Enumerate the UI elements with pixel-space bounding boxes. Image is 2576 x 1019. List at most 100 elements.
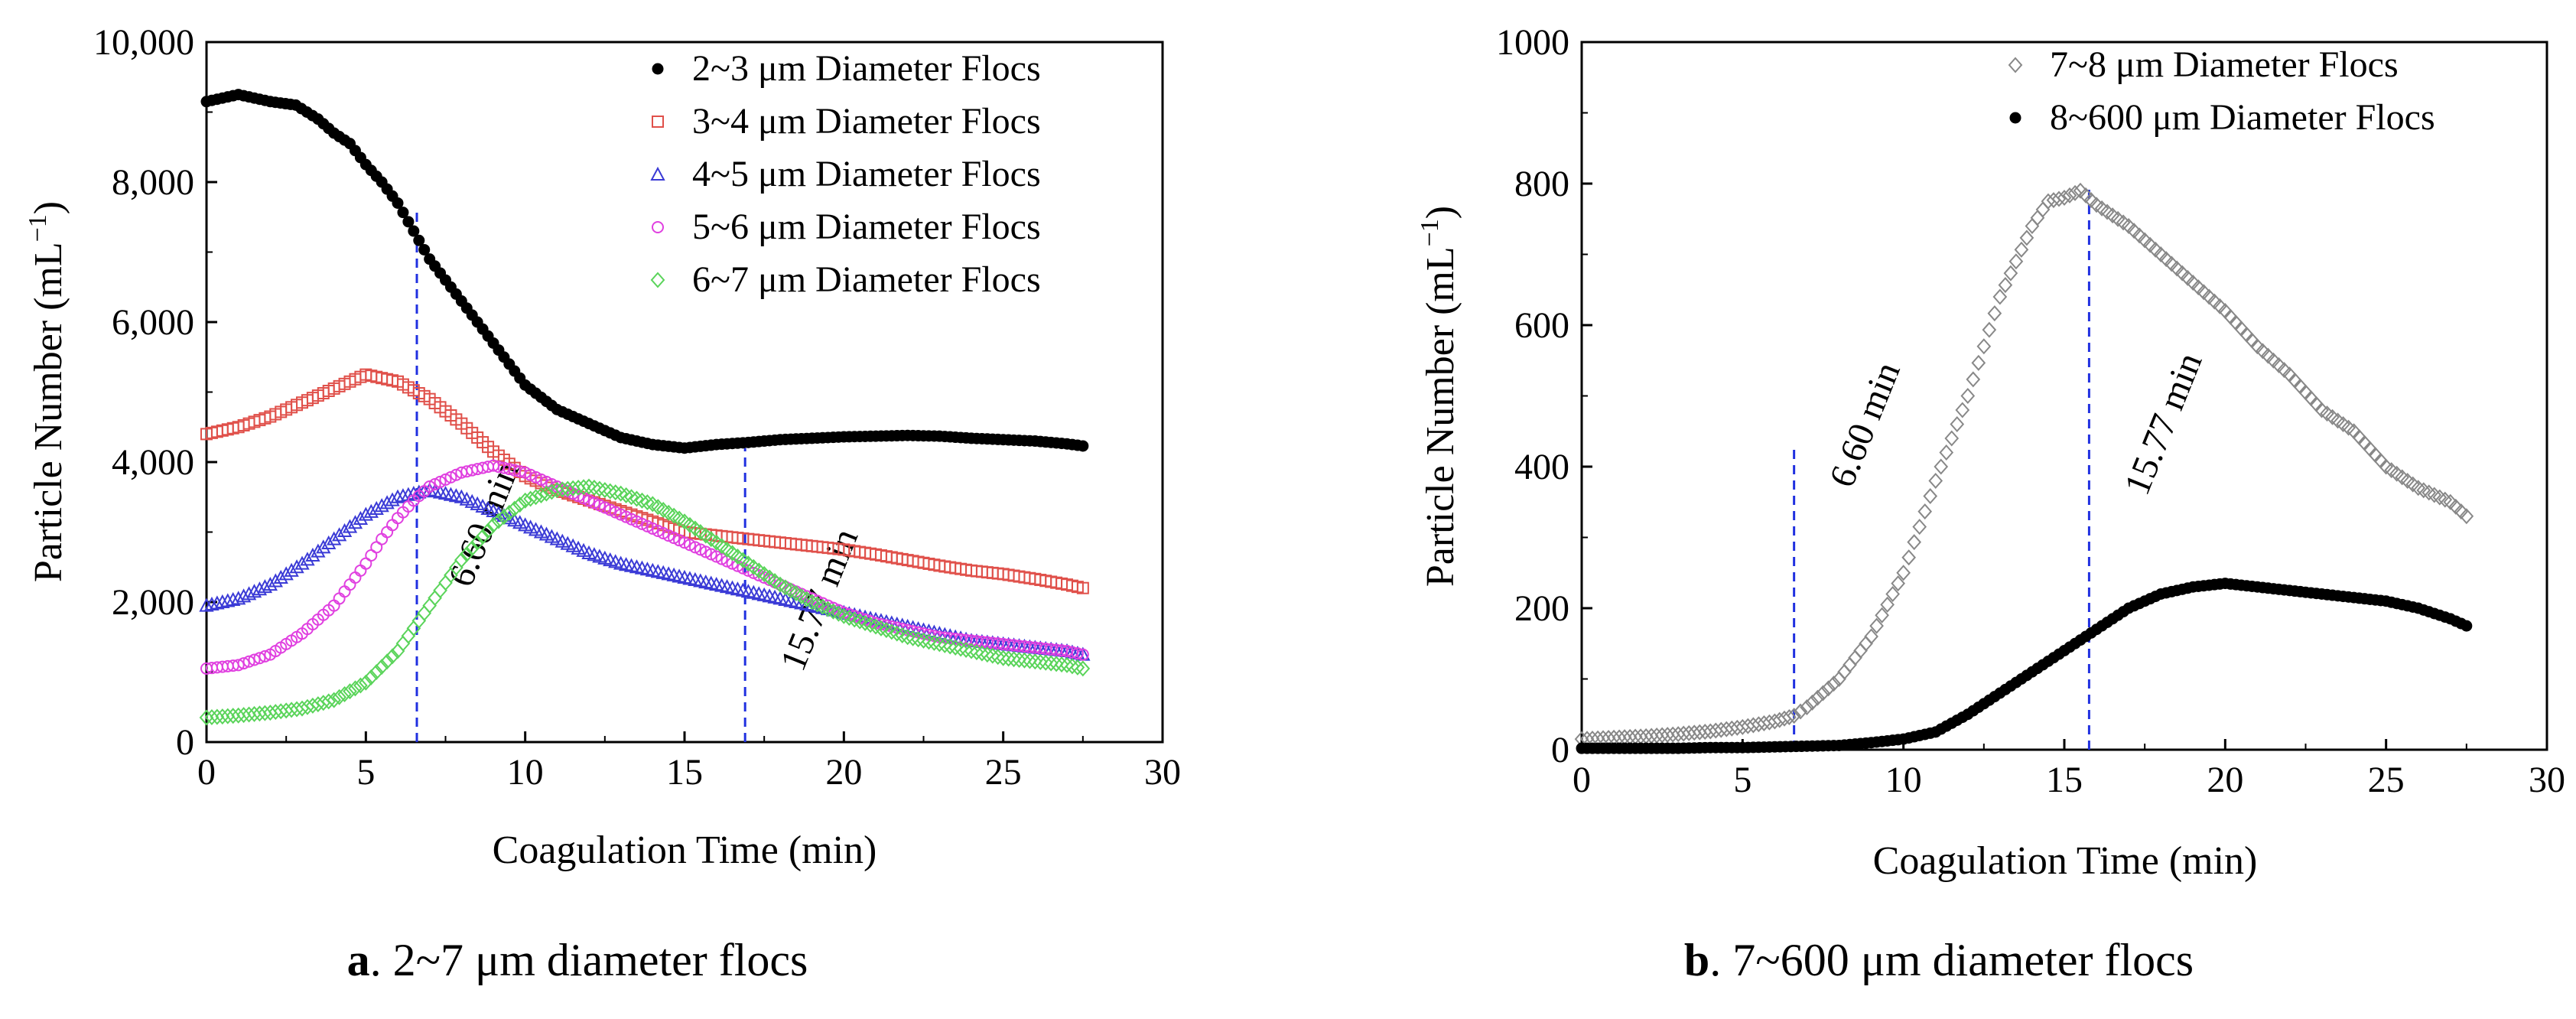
panel-a-series-4-point xyxy=(539,485,554,502)
panel-b-caption: b. 7~600 μm diameter flocs xyxy=(1684,935,2194,985)
panel-a-series-4-point xyxy=(422,597,437,614)
panel-a-series-2-point xyxy=(379,495,395,510)
panel-a-caption-letter: a xyxy=(347,935,370,985)
panel-b-series-0-point xyxy=(2126,223,2142,239)
panel-a-series-2-point xyxy=(273,569,288,584)
panel-b-series-0-point xyxy=(2083,192,2099,209)
panel-b-series-0-point xyxy=(1649,727,1664,744)
panel-b-series-0-point xyxy=(1859,635,1873,652)
panel-b-series-0-point xyxy=(1660,727,1675,744)
panel-a-series-3-point xyxy=(386,519,399,532)
panel-b-series-0-point xyxy=(2132,227,2147,244)
panel-a-series-4-point xyxy=(210,708,225,725)
panel-a-series-4-point xyxy=(969,644,984,661)
panel-a-series-4-point xyxy=(502,504,517,521)
panel-b-series-0-point xyxy=(1944,430,1960,447)
panel-b-series-0-point xyxy=(1843,656,1857,673)
panel-a-series-2-point xyxy=(210,595,225,610)
panel-a-series-4-point xyxy=(613,485,629,502)
panel-a-series-2-point xyxy=(395,488,411,503)
panel-b-marks xyxy=(1574,182,2474,754)
panel-a-series-2-point xyxy=(374,498,389,513)
panel-a-series-2-point xyxy=(385,492,400,506)
panel-a-series-2-point xyxy=(215,594,230,608)
panel-a-series-4-point xyxy=(581,478,597,495)
panel-a-series-4-point xyxy=(868,618,883,635)
panel-b-series-0-point xyxy=(1703,723,1718,740)
panel-a-series-4-point xyxy=(640,494,655,511)
panel-b-series-0-point xyxy=(2078,187,2093,203)
panel-a-series-3-point xyxy=(237,657,250,670)
panel-a-series-4-point xyxy=(491,513,506,529)
panel-b-x-tick-label: 0 xyxy=(1573,760,1591,800)
panel-b-series-0-point xyxy=(2051,190,2067,207)
panel-b-series-0-point xyxy=(2256,343,2270,360)
panel-a-series-4-point xyxy=(459,545,474,562)
panel-a-series-2-point xyxy=(311,543,326,558)
panel-b-series-0-point xyxy=(1912,519,1927,536)
panel-a-series-2-point xyxy=(326,531,342,545)
panel-a-series-2-point xyxy=(342,519,358,533)
panel-a-series-2-point xyxy=(236,588,252,603)
panel-b-x-tick-label: 10 xyxy=(1885,760,1922,800)
panel-b-legend-label: 7~8 μm Diameter Flocs xyxy=(2050,44,2399,85)
panel-a-series-2-point xyxy=(369,500,384,515)
panel-a-x-axis-label: Coagulation Time (min) xyxy=(493,829,877,872)
panel-a-series-4-point xyxy=(953,640,968,657)
panel-a-series-4-point xyxy=(433,582,447,599)
panel-a-series-4-point xyxy=(916,632,931,649)
panel-a-series-3-point xyxy=(513,465,526,478)
panel-a-series-3-point xyxy=(349,571,362,584)
panel-a-series-4-point xyxy=(836,607,851,624)
panel-a-series-4-point xyxy=(958,642,974,659)
panel-a-series-4-point xyxy=(1017,652,1032,669)
panel-a-series-4-point xyxy=(592,480,607,497)
panel-b-vline-label: 6.60 min xyxy=(1822,356,1908,493)
panel-b-series-0-point xyxy=(2003,265,2018,282)
panel-b-series-0-point xyxy=(1971,354,1986,371)
panel-a-series-4-point xyxy=(385,648,400,665)
panel-b-series-0-point xyxy=(1713,721,1729,738)
panel-a-caption: a. 2~7 μm diameter flocs xyxy=(347,935,808,985)
panel-b-series-0-point xyxy=(2014,241,2029,258)
panel-a-series-4-point xyxy=(204,709,220,726)
panel-a-y-axis-label-main: Particle Number (mL xyxy=(27,242,70,582)
panel-b-series-0-point xyxy=(1676,725,1691,742)
panel-a-x-tick-label: 10 xyxy=(507,752,544,793)
panel-b-series-0-point xyxy=(1853,642,1868,659)
panel-a-series-4-point xyxy=(470,534,485,551)
panel-a-x-tick-label: 25 xyxy=(985,752,1022,793)
panel-b-series-0-point xyxy=(1848,649,1862,666)
panel-a-series-4-point xyxy=(565,480,581,496)
panel-a-series-4-point xyxy=(852,613,867,630)
panel-b-series-0-point xyxy=(2067,184,2083,201)
panel-b-series-0-point xyxy=(2191,279,2206,296)
panel-b-series-0-point xyxy=(1793,703,1808,720)
panel-b-x-tick-label: 5 xyxy=(1733,760,1751,800)
panel-a-caption-text: . 2~7 μm diameter flocs xyxy=(370,935,808,985)
panel-a-series-4-point xyxy=(879,622,894,639)
panel-b-series-0-point xyxy=(2164,256,2179,272)
panel-a-series-4-point xyxy=(922,633,936,650)
panel-a-series-4-point xyxy=(1070,659,1085,676)
panel-a-legend-label: 4~5 μm Diameter Flocs xyxy=(692,154,1041,194)
panel-a-y-tick-label: 8,000 xyxy=(112,162,194,203)
panel-a-marks xyxy=(199,89,1091,726)
panel-b-y-tick-label: 200 xyxy=(1514,588,1569,629)
panel-a-series-4-point xyxy=(268,704,283,721)
panel-a-series-4-point xyxy=(226,708,241,724)
panel-a-series-4-point xyxy=(374,659,389,676)
panel-a-series-2-point xyxy=(347,515,363,529)
panel-a-series-4-point xyxy=(847,611,862,628)
panel-a-series-4-point xyxy=(480,523,496,539)
panel-a-series-2-point xyxy=(321,535,337,549)
panel-b-series-0-point xyxy=(1960,387,1976,405)
panel-a-series-3-point xyxy=(354,564,367,577)
panel-b-series-0-point xyxy=(1724,720,1739,737)
panel-b-series-0-point xyxy=(1869,617,1884,634)
panel-b-series-0-point xyxy=(1987,305,2002,322)
panel-b-series-0-point xyxy=(1826,676,1841,692)
panel-a-series-4-point xyxy=(964,643,979,659)
panel-a-series-3-point xyxy=(1076,648,1089,661)
panel-b-x-ticks: 0 5 10 15 20 25 30 xyxy=(1573,739,2565,800)
